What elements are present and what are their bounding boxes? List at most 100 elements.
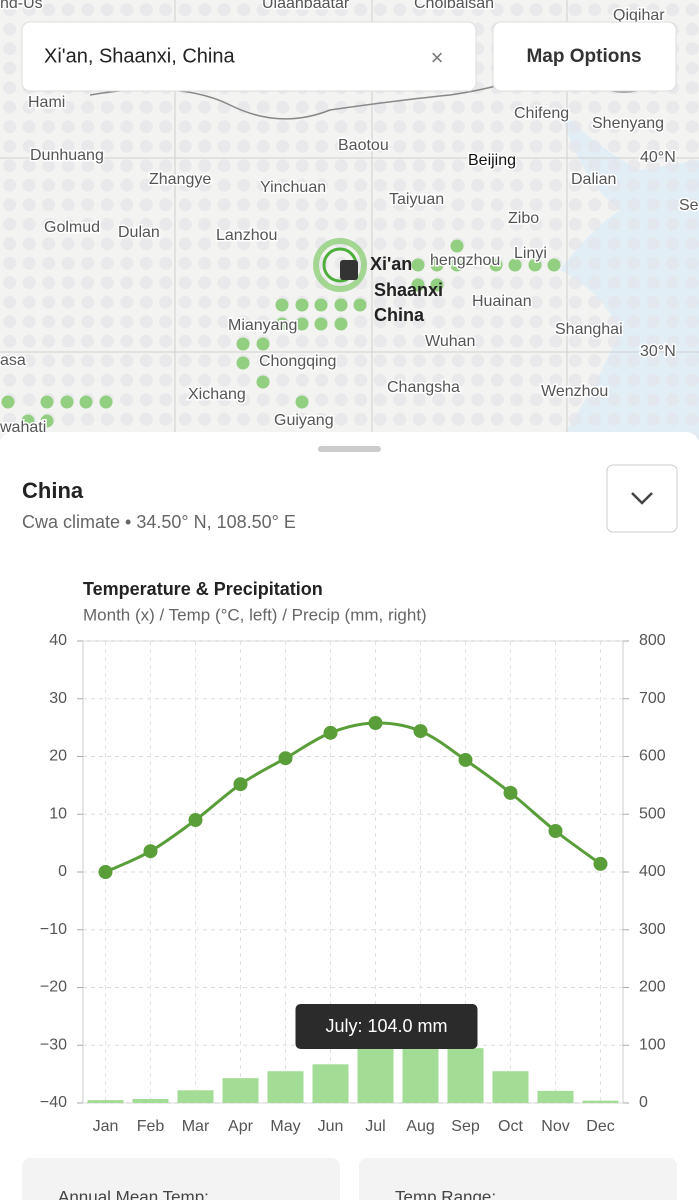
y-tick-label: 30 [49,690,67,707]
y-tick-label: −40 [40,1094,67,1111]
map-label: Ulaanbaatar [262,0,350,12]
x-tick-label: Jul [365,1118,385,1135]
map-label: Wuhan [425,333,475,350]
x-tick-label: Nov [541,1118,569,1135]
x-tick-label: Jan [93,1118,119,1135]
drag-handle[interactable] [318,446,381,452]
y2-tick-label: 0 [639,1094,648,1111]
x-tick-label: Mar [182,1118,210,1135]
map-label: Yinchuan [260,179,326,196]
map-label: Dalian [571,171,616,188]
x-tick-label: May [270,1118,300,1135]
map-label: Lanzhou [216,227,277,244]
tooltip: July: 104.0 mm [325,1016,447,1036]
stat-label: Annual Mean Temp: [58,1187,209,1200]
climate-dots [1,239,561,428]
y-tick-label: 10 [49,805,67,822]
map-label: Beijing [468,152,516,169]
bar [537,1090,574,1103]
y-tick-label: −20 [40,979,67,996]
y-tick-label: 20 [49,748,67,765]
x-tick-label: Oct [498,1118,523,1135]
point [188,813,203,828]
bar [222,1078,259,1103]
map-label: Golmud [44,219,100,236]
map-label: Wenzhou [541,383,608,400]
panel-subtitle: Cwa climate • 34.50° N, 108.50° E [22,512,296,532]
map-label: 40°N [640,149,676,166]
map-label: Huainan [472,293,532,310]
point [368,716,383,731]
map-label: Qiqihar [613,7,665,24]
map-label: Dunhuang [30,147,104,164]
map-label: Chifeng [514,105,569,122]
y2-tick-label: 100 [639,1036,666,1053]
collapse-button[interactable] [606,464,678,533]
x-tick-label: Jun [318,1118,344,1135]
bar [492,1071,529,1103]
y2-tick-label: 800 [639,632,666,649]
marker-icon [340,260,358,280]
y2-tick-label: 700 [639,690,666,707]
map-label: Zhangye [149,171,211,188]
clear-button[interactable]: × [431,45,444,70]
y-tick-label: 0 [58,863,67,880]
stat-card [359,1158,677,1200]
point [143,844,158,859]
point [413,724,428,739]
map-label: Mianyang [228,317,297,334]
point [323,725,338,740]
point [503,785,518,800]
x-tick-label: Apr [228,1118,254,1135]
chart-title: Temperature & Precipitation [83,579,323,599]
map-label: Chongqing [259,353,336,370]
y-tick-label: 40 [49,632,67,649]
map-label: Xichang [188,386,246,403]
marker-ring [313,238,367,292]
bar [357,1042,394,1103]
point [593,856,608,871]
map-label: Choibalsan [414,0,494,12]
stat-label: Temp Range: [395,1187,496,1200]
x-tick-label: Sep [451,1118,480,1135]
stat-card [22,1158,340,1200]
y2-tick-label: 500 [639,805,666,822]
map-label: Linyi [514,245,547,262]
map-label: Se [679,197,699,214]
map-label: Shanghai [555,321,623,338]
map-label: 30°N [640,343,676,360]
map-label: hengzhou [430,252,500,269]
map-label: Dulan [118,224,160,241]
y2-tick-label: 600 [639,748,666,765]
marker-label: China [374,305,425,325]
y2-tick-label: 200 [639,979,666,996]
marker-label: Shaanxi [374,280,443,300]
chevron [631,492,653,505]
point [233,777,248,792]
map-label: Zibo [508,210,539,227]
y-tick-label: −30 [40,1036,67,1053]
point [278,751,293,766]
bar [177,1090,214,1103]
map-label: Taiyuan [389,191,444,208]
search-box[interactable] [21,21,477,92]
map-label: asa [0,352,26,369]
point [458,752,473,767]
x-tick-label: Feb [137,1118,165,1135]
marker-label: Xi'an [370,254,412,274]
bar [87,1100,124,1103]
map-options-button[interactable] [492,21,677,92]
map-options-label: Map Options [526,46,641,67]
map-label: Changsha [387,379,460,396]
bar [132,1098,169,1103]
map-label: Shenyang [592,115,664,132]
point [98,865,113,879]
panel [0,432,699,1200]
x-tick-label: Dec [586,1118,614,1135]
map-label: nd-Us [0,0,43,12]
bar [267,1071,304,1103]
map-label: Hami [28,94,65,111]
bar [312,1064,349,1103]
